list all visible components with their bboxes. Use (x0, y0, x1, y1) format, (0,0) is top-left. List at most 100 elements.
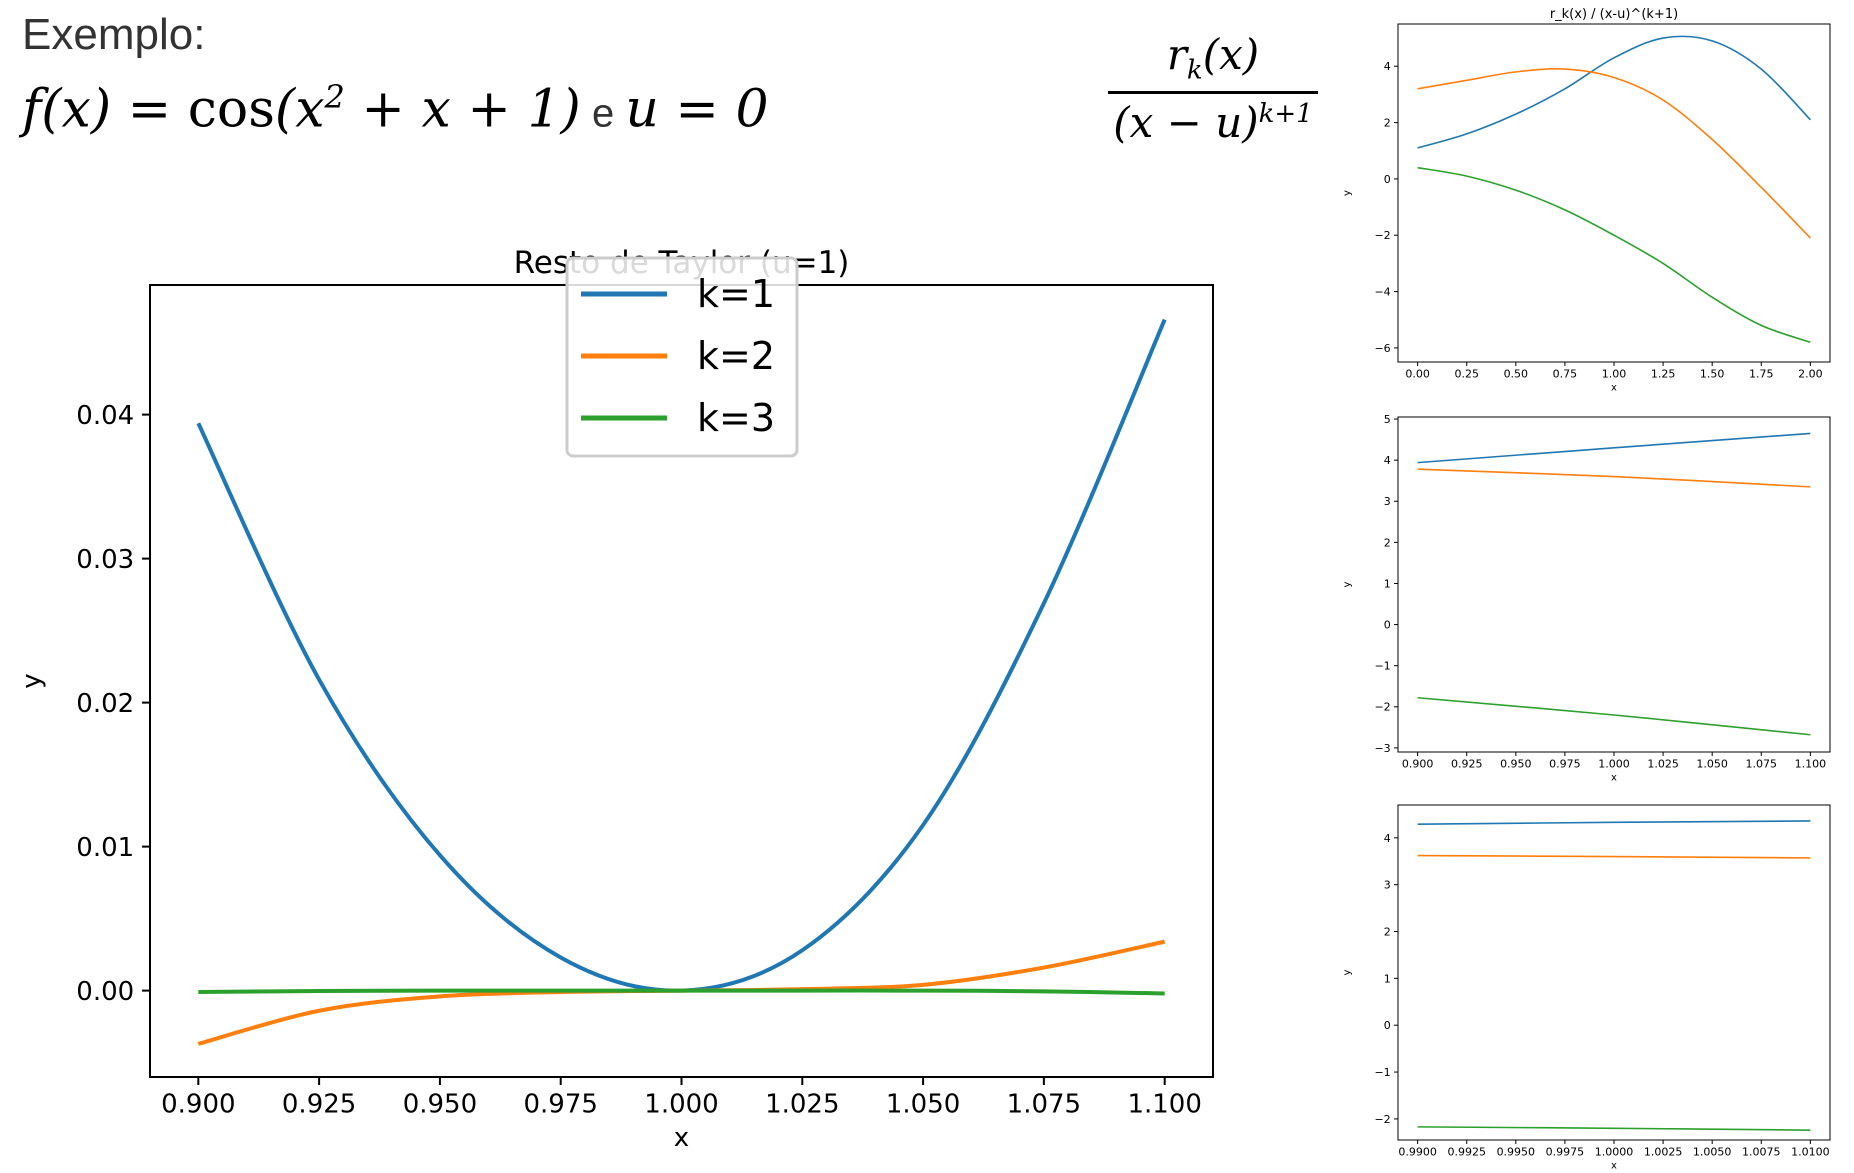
y-tick-label: −2 (1374, 229, 1390, 242)
y-tick-label: 0.01 (76, 833, 134, 863)
formula-lhs: f(x) = (22, 79, 188, 140)
formula-u: u = 0 (625, 79, 769, 140)
y-axis-label: y (1342, 969, 1353, 975)
y-tick-label: 4 (1384, 832, 1391, 845)
x-tick-label: 1.075 (1746, 758, 1778, 771)
formula-open: (x (274, 79, 325, 140)
fraction-denominator: (x − u)k+1 (1108, 94, 1318, 147)
y-tick-label: 1 (1384, 972, 1391, 985)
x-tick-label: 0.900 (161, 1089, 235, 1119)
fraction-bar (1108, 91, 1318, 95)
legend-entry: k=2 (697, 334, 775, 378)
x-axis-label: x (1611, 1161, 1617, 1172)
series-line-2 (1417, 854, 1811, 859)
x-tick-label: 0.975 (1549, 758, 1581, 771)
x-axis-label: x (1611, 383, 1617, 394)
series-line-1 (1417, 432, 1811, 464)
legend-box (565, 256, 799, 458)
x-tick-label: 0.950 (403, 1089, 477, 1119)
legend-entry: k=3 (697, 396, 775, 440)
plot-frame (1397, 23, 1831, 363)
formula-rest: + x + 1) (344, 79, 581, 140)
x-tick-label: 0.925 (282, 1089, 356, 1119)
x-tick-label: 1.0025 (1644, 1146, 1683, 1159)
y-tick-label: 4 (1384, 60, 1391, 73)
x-tick-label: 1.050 (1696, 758, 1728, 771)
series-line-3 (1417, 166, 1811, 344)
ratio-fraction: rk(x) (x − u)k+1 (1108, 30, 1318, 147)
y-tick-label: 0 (1384, 1019, 1391, 1032)
series-line-1 (1417, 820, 1811, 826)
x-tick-label: 1.100 (1795, 758, 1827, 771)
x-tick-label: 1.050 (886, 1089, 960, 1119)
chart-title: r_k(x) / (x-u)^(k+1) (1550, 7, 1678, 22)
y-tick-label: 0 (1384, 619, 1391, 632)
x-tick-label: 0.950 (1500, 758, 1532, 771)
x-tick-label: 2.00 (1798, 368, 1823, 381)
numerator-k: k (1186, 55, 1203, 86)
example-heading: Exemplo: (22, 10, 206, 59)
x-tick-label: 0.9975 (1546, 1146, 1585, 1159)
x-tick-label: 0.00 (1405, 368, 1430, 381)
formula-conjunction: e (580, 91, 626, 136)
y-tick-label: 1 (1384, 577, 1391, 590)
numerator-x: (x) (1202, 30, 1260, 79)
x-tick-label: 1.0050 (1693, 1146, 1732, 1159)
x-tick-label: 0.50 (1504, 368, 1529, 381)
legend: k=1 k=2 k=3 (565, 256, 799, 458)
y-tick-label: −3 (1374, 742, 1390, 755)
denominator-exponent: k+1 (1258, 99, 1313, 130)
legend-entry: k=1 (697, 272, 775, 316)
y-tick-label: 0.04 (76, 401, 134, 431)
x-axis-label: x (1611, 773, 1617, 784)
y-tick-label: 0.03 (76, 545, 134, 575)
x-tick-label: 1.0000 (1595, 1146, 1634, 1159)
x-tick-label: 1.0075 (1742, 1146, 1781, 1159)
x-tick-label: 1.00 (1602, 368, 1627, 381)
y-tick-label: −2 (1374, 1113, 1390, 1126)
x-tick-label: 0.975 (523, 1089, 597, 1119)
x-tick-label: 0.9925 (1447, 1146, 1486, 1159)
main-remainder-chart: Resto de Taylor (u=1)0.9000.9250.9500.97… (17, 245, 1214, 1153)
y-tick-label: −1 (1374, 660, 1390, 673)
y-tick-label: 2 (1384, 536, 1391, 549)
x-tick-label: 1.025 (1647, 758, 1679, 771)
formula-exponent: 2 (324, 78, 345, 116)
y-tick-label: 2 (1384, 925, 1391, 938)
plot-frame (1397, 804, 1831, 1141)
series-line-3 (1417, 696, 1811, 736)
y-tick-label: 0.02 (76, 689, 134, 719)
numerator-r: r (1166, 30, 1187, 79)
ratio-chart-zoom-fine: 0.9900 0.9925 0.9950 0.9975 1.0000 1.0025 1.00… (1342, 804, 1831, 1172)
x-tick-label: 1.50 (1700, 368, 1725, 381)
y-axis-label: y (1342, 190, 1353, 196)
function-formula: f(x) = cos(x2 + x + 1) e u = 0 (22, 78, 769, 139)
series-line-2 (1417, 68, 1811, 239)
y-tick-label: −6 (1374, 342, 1390, 355)
x-tick-label: 1.000 (644, 1089, 718, 1119)
x-tick-label: 1.000 (1598, 758, 1630, 771)
y-tick-label: 0.00 (76, 977, 134, 1007)
x-tick-label: 1.0100 (1791, 1146, 1830, 1159)
series-line-3 (198, 988, 1165, 996)
series-line-3 (1417, 1126, 1811, 1131)
ratio-chart-wide: r_k(x) / (x-u)^(k+1) 0.00 0.25 0.50 0.75 1.00… (1342, 7, 1831, 394)
x-tick-label: 1.25 (1651, 368, 1676, 381)
x-tick-label: 0.75 (1553, 368, 1578, 381)
series-line-2 (1417, 468, 1811, 488)
x-tick-label: 0.925 (1451, 758, 1483, 771)
x-tick-label: 1.025 (765, 1089, 839, 1119)
y-tick-label: −2 (1374, 701, 1390, 714)
plot-frame (1397, 416, 1831, 753)
fraction-numerator: rk(x) (1108, 30, 1318, 91)
y-tick-label: −4 (1374, 286, 1390, 299)
x-tick-label: 1.75 (1749, 368, 1774, 381)
y-axis-label: y (1342, 581, 1353, 587)
x-tick-label: 0.9900 (1398, 1146, 1437, 1159)
formula-cos: cos (187, 79, 275, 140)
series-line-1 (1417, 35, 1811, 149)
x-tick-label: 0.900 (1402, 758, 1434, 771)
x-tick-label: 0.25 (1454, 368, 1479, 381)
x-axis-label: x (674, 1123, 689, 1153)
x-tick-label: 1.100 (1127, 1089, 1201, 1119)
